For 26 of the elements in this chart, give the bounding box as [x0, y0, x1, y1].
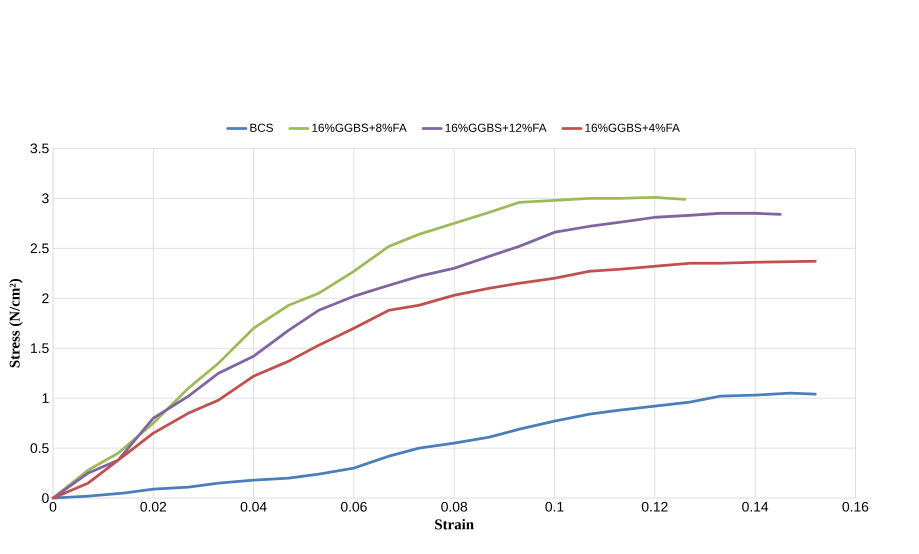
y-tick-label: 2 — [42, 293, 49, 304]
x-tick-label: 0.02 — [140, 502, 166, 512]
y-tick-label: 3.5 — [30, 143, 49, 154]
x-axis-title: Strain — [435, 518, 474, 530]
line-series — [52, 392, 817, 500]
x-tick-label: 0 — [50, 502, 56, 512]
x-tick-label: 0.14 — [742, 502, 768, 512]
y-tick-label: 0 — [42, 493, 49, 503]
y-axis-title: Stress (N/cm²) — [9, 278, 23, 368]
x-tick-label: 0.16 — [842, 502, 868, 512]
x-tick-label: 0.04 — [240, 502, 267, 512]
x-tick-label: 0.06 — [340, 502, 367, 512]
y-tick-label: 1 — [42, 393, 49, 403]
y-tick-label: 2.5 — [30, 243, 49, 254]
legend-label: 16%GGBS+8%FA — [312, 124, 407, 132]
legend-label: BCS — [250, 124, 273, 132]
legend-label: 16%GGBS+12%FA — [446, 124, 547, 132]
x-tick-label: 0.1 — [545, 502, 564, 512]
line-series — [52, 212, 782, 500]
line-series — [52, 260, 817, 500]
x-tick-label: 0.08 — [441, 502, 468, 512]
y-tick-label: 1.5 — [31, 343, 49, 353]
y-tick-label: 3 — [42, 193, 49, 204]
legend-label: 16%GGBS+4%FA — [585, 124, 680, 132]
x-tick-label: 0.12 — [642, 502, 668, 512]
y-tick-label: 0.5 — [30, 443, 49, 453]
